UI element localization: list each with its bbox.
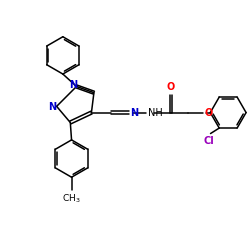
Text: N: N [130, 108, 138, 118]
Text: CH$_3$: CH$_3$ [62, 192, 81, 205]
Text: Cl: Cl [204, 136, 215, 145]
Text: O: O [167, 82, 175, 92]
Text: N: N [48, 102, 56, 112]
Text: N: N [69, 80, 77, 90]
Text: NH: NH [148, 108, 163, 118]
Text: O: O [204, 108, 213, 118]
